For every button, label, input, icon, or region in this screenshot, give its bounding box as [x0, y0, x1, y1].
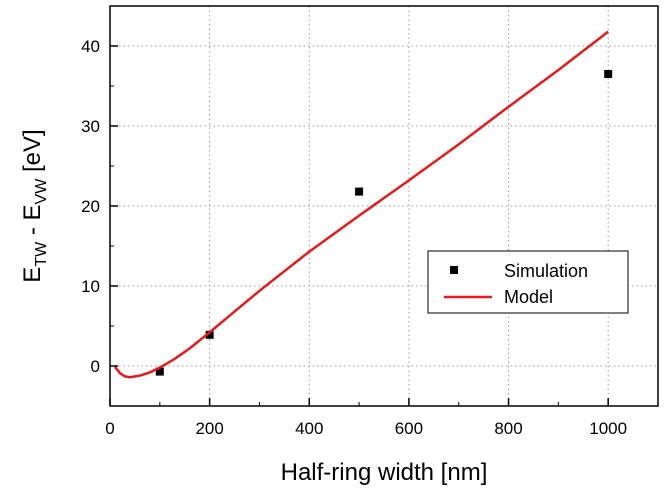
series-layer: [114, 30, 613, 379]
legend: Simulation Model: [427, 250, 629, 314]
x-tick-label: 0: [105, 419, 114, 438]
simulation-point: [604, 70, 613, 78]
y-axis-title-unit: [eV]: [19, 129, 46, 178]
y-tick-label: 0: [91, 357, 100, 376]
y-axis-title-main: E: [19, 267, 46, 283]
x-axis-title: Half-ring width [nm]: [281, 459, 488, 486]
legend-label-model: Model: [504, 287, 553, 307]
model-line: [114, 30, 609, 379]
x-tick-label: 400: [295, 419, 323, 438]
legend-label-simulation: Simulation: [504, 261, 588, 281]
x-tick-label: 800: [494, 419, 522, 438]
simulation-point: [205, 330, 214, 339]
y-tick-label: 30: [81, 117, 100, 136]
y-tick-label: 10: [81, 277, 100, 296]
simulation-point: [355, 187, 364, 196]
y-tick-label: 40: [81, 37, 100, 56]
x-tick-label: 600: [395, 419, 423, 438]
y-axis-title-sub1: TW: [33, 241, 50, 267]
ticks: 0 200 400 600 800 1000 0 10 20 30 40: [81, 5, 627, 438]
x-tick-label: 200: [195, 419, 223, 438]
y-axis-title: ETW - EVW [eV]: [19, 129, 50, 282]
y-tick-label: 20: [81, 197, 100, 216]
y-axis-title-sub2: VW: [33, 178, 50, 205]
legend-marker-simulation: [450, 266, 458, 274]
y-axis-title-mid: - E: [19, 204, 46, 241]
simulation-point: [155, 367, 164, 376]
legend-box: [427, 250, 629, 314]
x-tick-label: 1000: [589, 419, 627, 438]
